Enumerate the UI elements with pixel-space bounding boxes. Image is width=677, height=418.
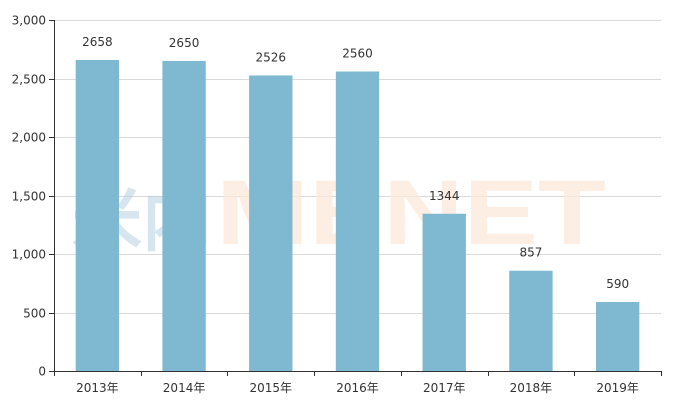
bar xyxy=(75,60,120,371)
y-tick-label: 500 xyxy=(23,307,46,321)
bar xyxy=(162,60,206,371)
y-tick-label: 0 xyxy=(38,365,46,379)
bar xyxy=(249,75,293,371)
bar xyxy=(335,71,380,371)
bar xyxy=(595,301,640,371)
y-tick-label: 2,000 xyxy=(12,131,46,145)
data-label: 590 xyxy=(606,277,629,291)
bar xyxy=(422,213,466,371)
axes: 0 500 1,000 1,500 2,000 2,500 3,000 2013年 2014年 2… xyxy=(12,14,662,395)
data-label: 2526 xyxy=(256,50,287,64)
x-tick-label: 2014年 xyxy=(163,381,206,395)
data-label: 2560 xyxy=(342,46,373,60)
bars xyxy=(75,60,640,371)
bar xyxy=(509,270,553,371)
x-tick-label: 2017年 xyxy=(423,381,466,395)
data-labels: 2658 2650 2526 2560 1344 857 590 xyxy=(82,35,629,291)
y-tick-label: 1,000 xyxy=(12,248,46,262)
x-tick-label: 2013年 xyxy=(76,381,119,395)
data-label: 1344 xyxy=(429,189,460,203)
y-tick-label: 2,500 xyxy=(12,73,46,87)
x-tick-label: 2016年 xyxy=(336,381,379,395)
y-tick-label: 3,000 xyxy=(12,14,46,28)
data-label: 2650 xyxy=(169,36,200,50)
x-tick-label: 2018年 xyxy=(510,381,553,395)
data-label: 2658 xyxy=(82,35,113,49)
y-tick-label: 1,500 xyxy=(12,190,46,204)
data-label: 857 xyxy=(519,246,542,260)
x-tick-label: 2019年 xyxy=(596,381,639,395)
x-tick-label: 2015年 xyxy=(250,381,293,395)
